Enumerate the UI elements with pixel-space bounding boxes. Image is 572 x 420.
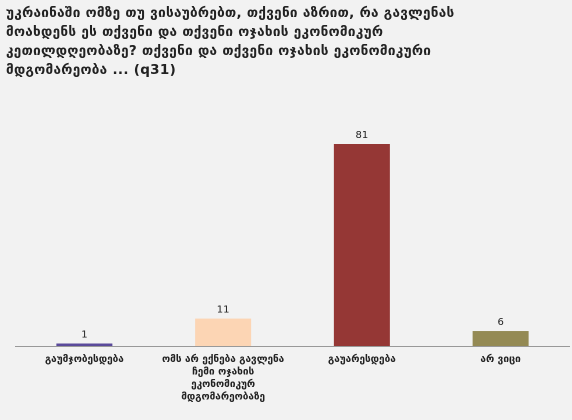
data-label: 81 — [356, 130, 369, 141]
category-label: არ ვიცი — [480, 353, 521, 365]
bar — [56, 343, 113, 346]
bar — [195, 318, 252, 346]
data-label: 1 — [81, 330, 87, 341]
category-label: გაუმჯობესდება — [45, 353, 124, 365]
chart-title-line: მოახდენს ეს თქვენი და თქვენი ოჯახის ეკონ… — [6, 24, 384, 40]
chart-title: უკრაინაში ომზე თუ ვისაუბრებთ, თქვენი აზრ… — [6, 4, 566, 80]
category-label: ომს არ ექნება გავლენა ჩემი ოჯახის ეკონომიკ… — [162, 353, 285, 403]
chart-title-line: უკრაინაში ომზე თუ ვისაუბრებთ, თქვენი აზრ… — [6, 5, 455, 21]
category-label: გაუარესდება — [328, 353, 396, 365]
data-label: 6 — [497, 317, 503, 328]
bar — [333, 144, 390, 346]
bar — [472, 331, 529, 346]
data-label: 11 — [217, 305, 230, 316]
chart-title-line: კეთილდღეობაზე? თქვენი და თქვენი ოჯახის ე… — [6, 43, 432, 59]
chart-title-line: მდგომარეობა ... (q31) — [6, 62, 177, 78]
